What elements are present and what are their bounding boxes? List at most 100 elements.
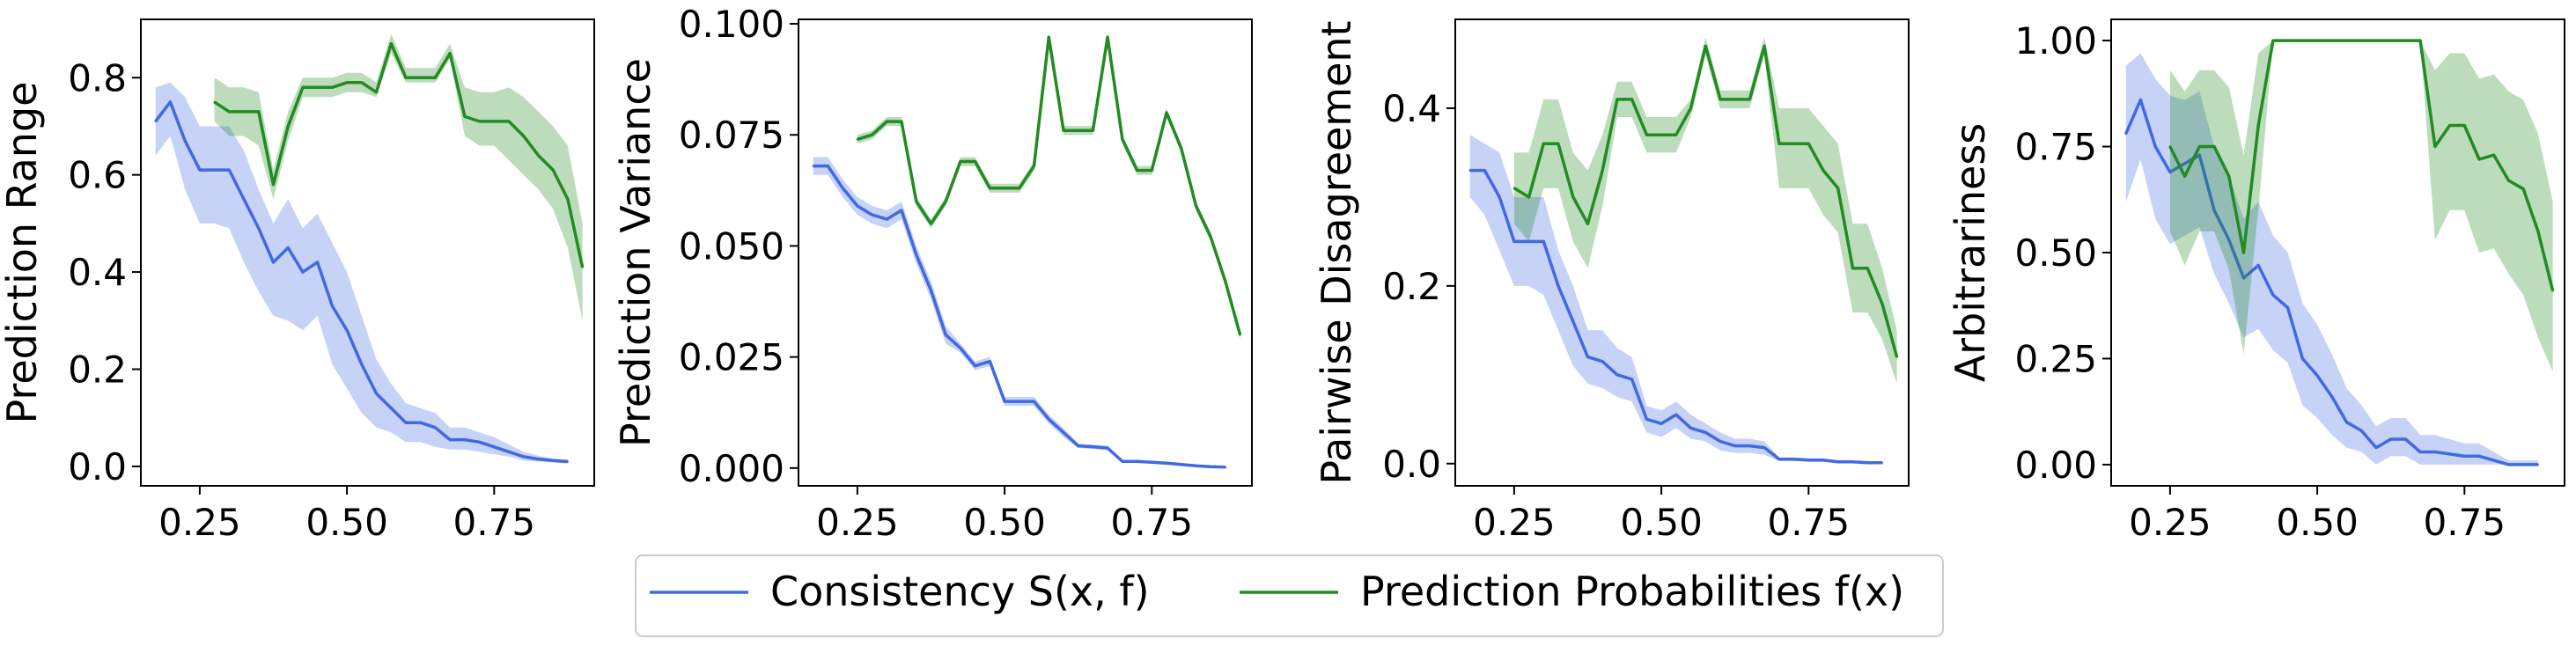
data-point-probabilities	[213, 100, 216, 104]
data-point-consistency	[842, 187, 844, 189]
data-point-probabilities	[1180, 147, 1182, 150]
data-point-consistency	[1630, 378, 1633, 381]
data-point-consistency	[537, 458, 540, 460]
data-point-consistency	[2360, 429, 2363, 432]
data-point-consistency	[1557, 284, 1560, 288]
data-point-probabilities	[1866, 267, 1869, 269]
data-point-consistency	[1851, 460, 1854, 463]
data-point-probabilities	[257, 110, 260, 114]
y-tick-label: 0.000	[679, 447, 784, 490]
data-point-consistency	[154, 120, 157, 123]
band-probabilities	[214, 33, 583, 321]
data-point-probabilities	[1512, 187, 1516, 189]
data-point-probabilities	[2477, 158, 2481, 161]
data-point-consistency	[493, 445, 496, 448]
data-point-consistency	[1571, 320, 1575, 323]
data-point-consistency	[1512, 240, 1516, 243]
data-point-probabilities	[537, 154, 540, 157]
data-point-consistency	[1062, 431, 1065, 434]
data-point-consistency	[827, 165, 829, 167]
data-point-probabilities	[1645, 134, 1648, 136]
data-point-consistency	[2374, 446, 2378, 449]
data-point-consistency	[2433, 451, 2437, 453]
data-point-consistency	[434, 426, 437, 429]
data-point-consistency	[1542, 240, 1545, 243]
x-tick-label: 0.50	[1620, 501, 1703, 544]
data-point-consistency	[2522, 463, 2525, 466]
data-point-probabilities	[566, 198, 570, 201]
data-point-probabilities	[1719, 98, 1722, 101]
y-axis-label: Arbitrariness	[1947, 123, 1994, 383]
data-point-probabilities	[390, 42, 393, 45]
data-point-probabilities	[419, 77, 422, 79]
subplot-3: 0.25 0.50 0.75 0.0 0.2 0.4 Pairwise Disagreeme…	[1313, 18, 1910, 544]
data-point-probabilities	[1527, 195, 1530, 199]
line-probabilities	[857, 35, 1242, 335]
data-point-consistency	[1689, 427, 1692, 429]
y-axis-label: Prediction Range	[0, 82, 46, 424]
data-point-consistency	[2154, 145, 2157, 148]
data-point-consistency	[1822, 459, 1825, 461]
data-point-probabilities	[959, 160, 962, 163]
data-point-consistency	[316, 261, 319, 264]
y-tick-label: 0.025	[679, 336, 784, 379]
data-point-probabilities	[1895, 356, 1898, 358]
data-point-probabilities	[434, 77, 437, 79]
data-point-probabilities	[2551, 290, 2554, 292]
data-point-consistency	[2477, 455, 2481, 458]
x-tick-label: 0.50	[305, 501, 388, 544]
data-point-consistency	[1880, 461, 1884, 464]
x-tick-label: 0.25	[158, 501, 241, 544]
data-point-probabilities	[2301, 39, 2304, 42]
legend-box	[635, 554, 1944, 637]
x-tick-label: 0.25	[2129, 501, 2212, 544]
data-point-probabilities	[2507, 179, 2510, 182]
data-point-consistency	[2212, 209, 2216, 211]
x-tick-label: 0.75	[2424, 501, 2506, 544]
data-point-probabilities	[1674, 134, 1678, 136]
data-point-probabilities	[2433, 145, 2437, 148]
data-point-consistency	[552, 459, 555, 462]
y-tick-label: 0.0	[68, 445, 127, 488]
data-point-probabilities	[1077, 129, 1079, 132]
data-point-probabilities	[1048, 36, 1050, 39]
y-tick-label: 0.050	[679, 224, 784, 268]
data-point-probabilities	[287, 125, 290, 128]
data-point-consistency	[1601, 360, 1604, 363]
data-point-consistency	[1704, 431, 1707, 434]
data-point-consistency	[287, 246, 290, 249]
y-tick-label: 0.00	[2014, 444, 2097, 487]
data-point-probabilities	[1239, 334, 1241, 336]
data-point-probabilities	[989, 187, 991, 189]
data-point-probabilities	[1704, 45, 1707, 48]
data-point-consistency	[1498, 195, 1501, 199]
legend-label-probabilities: Prediction Probabilities f(x)	[1360, 568, 1904, 615]
data-point-probabilities	[242, 110, 246, 114]
data-point-probabilities	[1777, 143, 1781, 145]
data-point-consistency	[2242, 276, 2245, 280]
data-point-consistency	[2271, 294, 2275, 297]
data-point-probabilities	[871, 134, 873, 136]
data-point-probabilities	[1136, 169, 1138, 172]
data-point-probabilities	[581, 266, 584, 268]
data-point-consistency	[930, 289, 932, 292]
data-point-probabilities	[1121, 138, 1124, 141]
data-point-probabilities	[228, 110, 231, 114]
data-point-consistency	[2139, 99, 2142, 101]
data-point-consistency	[1748, 444, 1751, 447]
x-tick-label: 0.75	[453, 501, 536, 544]
data-point-consistency	[1210, 466, 1212, 468]
data-point-probabilities	[448, 52, 452, 55]
data-point-consistency	[2463, 455, 2466, 458]
data-point-probabilities	[886, 120, 888, 123]
data-point-consistency	[1151, 461, 1153, 464]
data-point-probabilities	[2168, 145, 2172, 148]
subplot-4: 0.25 0.50 0.75 0.00 0.25 0.50 0.75 1.00 Arbitrar…	[1947, 18, 2565, 544]
data-point-consistency	[2286, 306, 2289, 309]
legend: Consistency S(x, f) Prediction Probabilit…	[635, 554, 1944, 637]
data-point-consistency	[507, 451, 511, 453]
data-point-probabilities	[1792, 143, 1795, 145]
data-point-consistency	[1195, 465, 1197, 467]
y-tick-label: 0.2	[68, 349, 127, 392]
data-point-probabilities	[900, 120, 903, 123]
